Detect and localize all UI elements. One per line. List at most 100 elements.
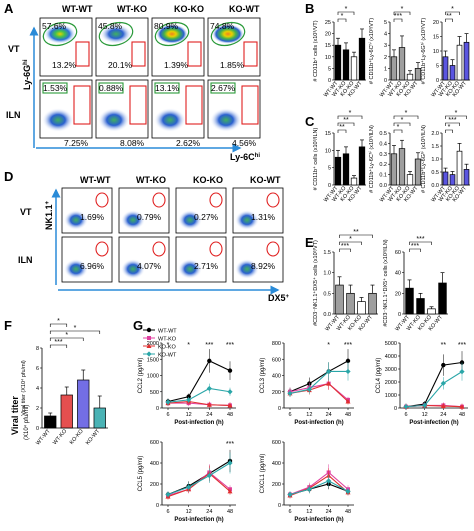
significance-bracket xyxy=(393,129,403,133)
flow-value: 0.27% xyxy=(194,212,219,222)
flow-gate-rect-green xyxy=(42,82,68,94)
bar xyxy=(406,174,414,186)
data-point xyxy=(345,358,351,364)
y-tick-label: 600 xyxy=(272,440,281,446)
significance-label: *** xyxy=(54,339,62,346)
flow-gate-rect-green xyxy=(154,82,180,94)
bar xyxy=(44,415,57,429)
y-tick-label: 2000 xyxy=(385,380,397,386)
line-chart-g-ccl5: 0 200 400 600 6 12 24 48 *** CCL5 (pg/ml) Post-inf… xyxy=(138,440,236,523)
data-point xyxy=(440,380,446,386)
significance-label: * xyxy=(405,110,408,117)
significance-label: * xyxy=(327,342,330,349)
x-tick-label: 48 xyxy=(345,509,351,515)
panel-f-letter: F xyxy=(4,318,12,333)
y-tick-label: 0.5 xyxy=(323,291,331,297)
significance-bracket xyxy=(445,11,460,15)
legend-label: KO-KO xyxy=(158,345,176,351)
data-point xyxy=(403,404,409,410)
bar xyxy=(463,169,470,186)
y-tick-label: 0.0 xyxy=(323,312,331,318)
x-tick-label: 6 xyxy=(166,509,169,515)
data-point xyxy=(345,368,351,375)
panel-g-letter: G xyxy=(133,318,143,333)
flow-gate-rect xyxy=(75,41,90,67)
flow-top-value: 45.8% xyxy=(98,21,123,31)
flow-bottom-value: 7.25% xyxy=(64,138,89,148)
significance-label: *** xyxy=(411,243,419,250)
significance-label: ** xyxy=(343,117,349,124)
data-point xyxy=(227,402,233,408)
significance-label: * xyxy=(451,6,454,13)
bar xyxy=(442,56,449,81)
significance-label: ** xyxy=(446,13,452,20)
flow-gate-ellipse xyxy=(42,21,78,47)
y-tick-label: 4000 xyxy=(385,354,397,360)
data-point xyxy=(440,403,446,409)
significance-label: *** xyxy=(226,342,234,349)
y-axis-label: # CD11b⁺ cells (x10³/ILN) xyxy=(312,127,319,190)
bar xyxy=(406,73,414,81)
y-axis-label: CCL2 (pg/ml) xyxy=(138,358,144,394)
flow-density xyxy=(178,259,202,279)
y-tick-label: 0 xyxy=(156,503,159,509)
data-point xyxy=(326,368,332,375)
series-line xyxy=(167,472,231,498)
significance-bracket xyxy=(337,11,355,15)
data-point xyxy=(287,491,293,498)
data-point xyxy=(459,369,465,375)
bar xyxy=(342,153,350,186)
flow-gate-circle xyxy=(266,241,280,257)
y-axis-label: CCL4 (pg/ml) xyxy=(376,358,382,394)
panel-d-col-3: KO-KO xyxy=(193,175,223,185)
legend-label: WT-KO xyxy=(158,337,177,343)
panel-d-letter: D xyxy=(4,169,13,184)
x-tick-label: 12 xyxy=(186,509,192,515)
flow-gate-rect xyxy=(187,41,202,67)
significance-bracket xyxy=(445,18,453,22)
x-tick-label: 48 xyxy=(345,412,351,418)
x-tick-label: 24 xyxy=(206,509,212,515)
y-tick-label: 10 xyxy=(325,148,331,154)
flow-value: 0.79% xyxy=(137,212,162,222)
data-point xyxy=(227,389,233,395)
flow-density xyxy=(98,108,130,132)
flow-value: 4.07% xyxy=(137,261,162,271)
flow-gate-circle xyxy=(152,241,166,257)
x-tick-label: 24 xyxy=(206,412,212,418)
flow-bottom-value: 13.2% xyxy=(52,60,77,70)
series-line xyxy=(289,360,349,393)
y-tick-label: 0 xyxy=(278,503,281,509)
y-tick-label: 0 xyxy=(328,183,331,189)
y-tick-label: 60 xyxy=(395,250,401,256)
bar xyxy=(368,292,377,315)
significance-label: * xyxy=(349,110,352,117)
significance-label: * xyxy=(57,318,60,325)
flow-gate-rect xyxy=(129,85,147,125)
flow-bottom-value: 2.62% xyxy=(176,138,201,148)
x-axis-label: Post-infection (h) xyxy=(409,420,458,426)
flow-density xyxy=(154,108,186,132)
bar xyxy=(449,174,456,186)
bar xyxy=(463,41,470,81)
significance-bracket xyxy=(339,248,351,252)
panel-d-yaxis: NK1.1+ xyxy=(44,200,54,230)
series-line xyxy=(289,471,349,496)
significance-bracket xyxy=(339,234,373,238)
y-tick-label: 5000 xyxy=(385,341,397,347)
y-tick-label: 1 xyxy=(384,66,387,72)
bar xyxy=(438,282,447,315)
y-tick-label: 800 xyxy=(272,341,281,347)
flow-value: 8.92% xyxy=(251,261,276,271)
y-tick-label: 4 xyxy=(36,386,39,392)
x-tick-label: KO-WT xyxy=(85,428,102,446)
x-axis-label: Post-infection (h) xyxy=(294,420,343,426)
flow-gate-rect-green xyxy=(98,82,124,94)
bar xyxy=(350,177,358,186)
significance-label: *** xyxy=(448,117,456,124)
panel-f-ylabel: Viral titer xyxy=(10,396,20,435)
significance-bracket xyxy=(393,115,419,119)
y-tick-label: 0 xyxy=(328,78,331,84)
y-axis-label: #CD3⁻NK1.1⁺DX5⁺ cells (x10³/ILN) xyxy=(382,239,389,326)
